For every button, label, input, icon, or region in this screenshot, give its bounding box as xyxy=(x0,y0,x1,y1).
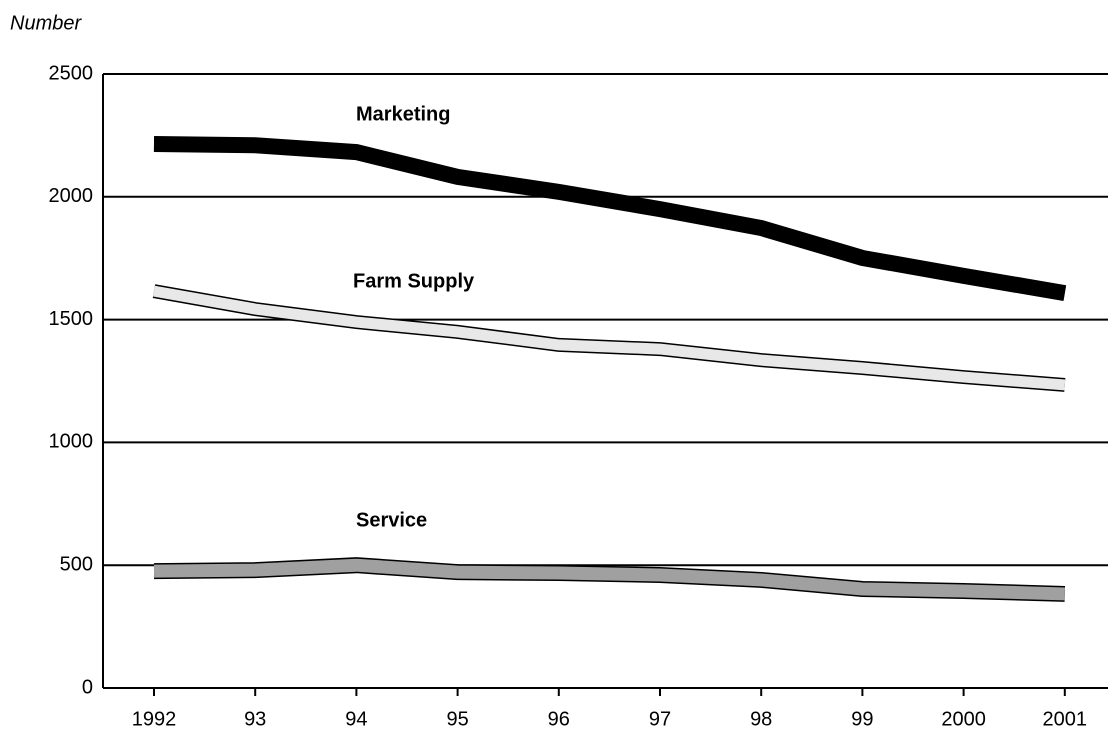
series-label: Farm Supply xyxy=(353,270,475,292)
x-tick-label: 94 xyxy=(345,708,367,730)
y-axis-label: Number xyxy=(10,12,82,34)
x-tick-label: 96 xyxy=(548,708,570,730)
y-tick-label: 0 xyxy=(82,676,93,698)
x-tick-label: 99 xyxy=(851,708,873,730)
y-tick-label: 2500 xyxy=(49,62,94,84)
series-line xyxy=(153,285,1066,391)
x-tick-label: 2001 xyxy=(1043,708,1088,730)
series-line xyxy=(153,137,1066,300)
x-tick-label: 97 xyxy=(649,708,671,730)
y-tick-label: 2000 xyxy=(49,185,94,207)
x-tick-label: 93 xyxy=(244,708,266,730)
series-label: Marketing xyxy=(356,103,450,125)
x-tick-label: 98 xyxy=(750,708,772,730)
x-tick-label: 95 xyxy=(446,708,468,730)
y-tick-label: 1500 xyxy=(49,308,94,330)
y-tick-label: 500 xyxy=(60,553,93,575)
x-tick-label: 2000 xyxy=(941,708,986,730)
y-tick-label: 1000 xyxy=(49,431,94,453)
series-line xyxy=(153,558,1065,601)
x-tick-label: 1992 xyxy=(132,708,177,730)
series-label: Service xyxy=(356,509,427,531)
